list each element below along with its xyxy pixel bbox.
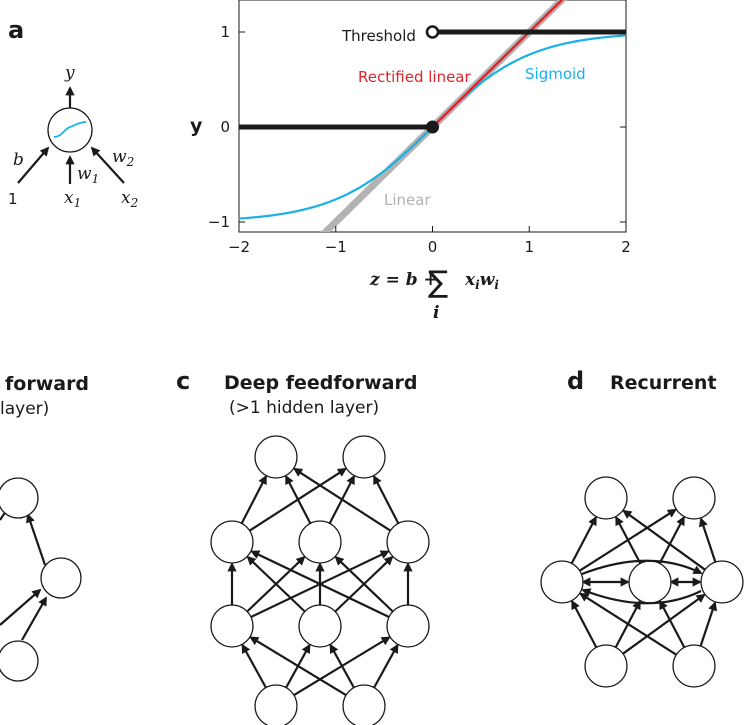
network-neuron	[584, 476, 628, 520]
edge	[26, 513, 47, 566]
bias-input-label: 1	[8, 190, 18, 208]
x2-label: x2	[121, 188, 138, 210]
neuron-unit	[47, 107, 93, 153]
y-tick-label: −1	[208, 213, 230, 231]
network-neuron	[298, 604, 342, 648]
neuron-output-label: y	[64, 63, 75, 83]
series-label-sigmoid: Sigmoid	[525, 65, 586, 83]
y-axis-label: y	[190, 115, 203, 137]
network-edge	[373, 474, 400, 524]
x2-input-arrow	[90, 146, 125, 184]
formula-index: i	[433, 303, 439, 323]
panel-a: a y b 1 w1 w2 x1 x2 −2 −1 0 1 2 −1 0 1 Linear Sig…	[8, 0, 631, 323]
network-edge	[579, 592, 677, 656]
neuron	[40, 557, 82, 599]
network-edge	[246, 555, 306, 613]
deep-feedforward-network	[210, 435, 430, 725]
panel-b: forward layer)	[0, 373, 89, 682]
panel-c-subtitle: (>1 hidden layer)	[229, 398, 379, 418]
threshold-closed-marker	[426, 120, 439, 134]
panel-c-letter: c	[176, 367, 190, 395]
network-neuron	[386, 604, 430, 648]
neuron-activation-curve	[53, 121, 87, 138]
bias-input-arrow	[17, 146, 50, 184]
edge	[21, 596, 47, 641]
neuron	[0, 477, 39, 519]
network-edge	[622, 509, 706, 571]
panel-b-network	[0, 477, 82, 682]
panel-b-subtitle: layer)	[0, 399, 49, 419]
x-axis-formula: z = b + ∑ i xiwi	[369, 265, 499, 323]
network-edge	[285, 474, 312, 524]
network-edge	[334, 555, 394, 613]
network-edge	[241, 643, 267, 689]
x-tick-label: 1	[524, 238, 534, 256]
panel-b-title: forward	[5, 373, 89, 395]
network-edge	[249, 636, 347, 697]
series-label-threshold: Threshold	[341, 27, 416, 45]
series-label-rectified-linear: Rectified linear	[358, 68, 472, 86]
network-neuron	[584, 644, 628, 688]
network-edge	[329, 643, 355, 689]
panel-d-title: Recurrent	[610, 372, 717, 394]
plot-ticks-group: −2 −1 0 1 2 −1 0 1 Linear Sigmoid Rectified linear…	[208, 23, 631, 256]
x1-label: x1	[64, 188, 81, 210]
network-neuron	[672, 476, 716, 520]
network-neuron	[342, 684, 386, 725]
recurrent-network	[540, 476, 744, 688]
network-edge	[698, 517, 717, 563]
network-neuron	[342, 435, 386, 479]
formula-sum: ∑	[428, 265, 448, 300]
network-neuron	[254, 435, 298, 479]
neuron-diagram: y b 1 w1 w2 x1 x2	[8, 63, 138, 210]
series-rectified-linear	[239, 0, 564, 129]
network-edge	[240, 474, 267, 524]
y-tick-label: 0	[220, 118, 230, 136]
network-edge	[571, 599, 598, 648]
recurrent-edge-lower	[581, 588, 702, 605]
network-neuron	[386, 520, 430, 564]
x-tick-label: 0	[428, 238, 438, 256]
network-neuron	[700, 560, 744, 604]
panel-d: d Recurrent	[540, 367, 744, 688]
threshold-open-marker	[425, 25, 440, 39]
y-tick-label: 1	[220, 23, 230, 41]
network-edge	[699, 601, 718, 647]
formula-left: z = b +	[369, 270, 438, 290]
panel-d-letter: d	[567, 367, 584, 395]
network-neuron	[254, 684, 298, 725]
network-edge	[373, 643, 399, 689]
network-neuron	[210, 520, 254, 564]
network-edge	[659, 599, 686, 648]
x-tick-label: 2	[621, 238, 631, 256]
neuron	[0, 640, 39, 682]
x-tick-label: −1	[325, 238, 347, 256]
x-tick-label: −2	[228, 238, 250, 256]
edge	[0, 588, 42, 626]
bias-label: b	[13, 150, 24, 170]
panel-c-title: Deep feedforward	[224, 372, 417, 394]
activation-plot: −2 −1 0 1 2 −1 0 1 Linear Sigmoid Rectified linear…	[190, 0, 631, 323]
network-neuron	[210, 604, 254, 648]
network-edge	[250, 550, 390, 618]
panel-a-letter: a	[8, 16, 24, 44]
network-neuron	[540, 560, 584, 604]
network-neuron	[628, 560, 672, 604]
network-edge	[615, 515, 642, 564]
network-edge	[622, 593, 706, 655]
network-edge	[658, 515, 685, 564]
network-edge	[292, 467, 391, 532]
network-edge	[570, 515, 597, 564]
panel-c: c Deep feedforward (>1 hidden layer)	[176, 367, 430, 725]
network-neuron	[672, 644, 716, 688]
formula-right: xiwi	[464, 270, 499, 292]
w1-label: w1	[77, 164, 99, 186]
w2-label: w2	[112, 147, 134, 169]
network-neuron	[298, 520, 342, 564]
series-label-linear: Linear	[384, 191, 431, 209]
recurrent-edge-upper	[581, 559, 703, 576]
